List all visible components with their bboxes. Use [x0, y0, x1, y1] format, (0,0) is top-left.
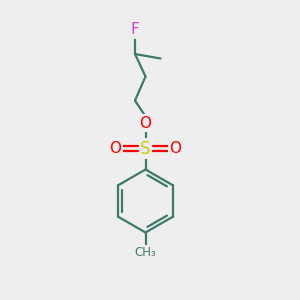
Text: F: F	[130, 22, 140, 38]
Text: O: O	[140, 116, 152, 130]
Text: S: S	[140, 140, 151, 158]
Text: O: O	[169, 141, 181, 156]
Text: CH₃: CH₃	[135, 245, 156, 259]
Text: O: O	[110, 141, 122, 156]
